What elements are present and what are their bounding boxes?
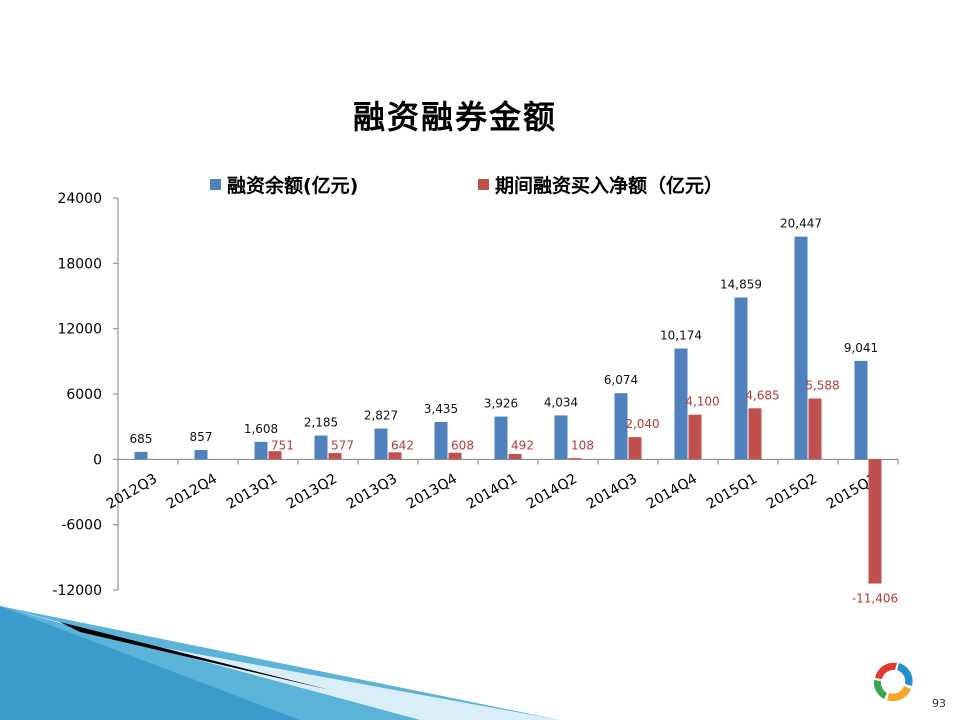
data-label-series2: 642 <box>391 438 414 452</box>
data-label-series2: 577 <box>331 438 354 452</box>
data-label-series1: 10,174 <box>660 329 702 343</box>
bar-series2 <box>268 451 282 460</box>
x-category-label: 2013Q4 <box>404 471 460 513</box>
y-tick-label: 12000 <box>57 322 102 338</box>
bar-series1 <box>734 297 748 460</box>
bar-series2 <box>508 453 522 460</box>
bar-series1 <box>794 236 808 460</box>
legend-label: 融资余额(亿元) <box>227 174 358 197</box>
logo-ring-icon <box>873 662 913 702</box>
chart-data-labels: 685 857 1,608 751 2,185 577 2,827 642 3,435 608 3,… <box>130 217 899 606</box>
chart-title: 融资融券金额 <box>352 98 557 136</box>
data-label-series2: 608 <box>451 438 474 452</box>
data-label-series1: 3,435 <box>424 402 458 416</box>
data-label-series1: 2,185 <box>304 416 338 430</box>
bar-series2 <box>388 452 402 460</box>
x-category-label: 2012Q3 <box>104 471 160 513</box>
data-label-series2: 5,588 <box>805 378 839 392</box>
chart-bars <box>134 236 882 584</box>
bar-series1 <box>194 450 208 460</box>
x-category-label: 2014Q4 <box>644 471 700 513</box>
bar-series1 <box>314 435 328 460</box>
y-tick-label: -12000 <box>52 583 102 599</box>
legend-label: 期间融资买入净额（亿元） <box>495 174 723 197</box>
data-label-series1: 857 <box>190 430 213 444</box>
bar-series2 <box>628 437 642 460</box>
x-category-label: 2014Q2 <box>524 471 580 513</box>
x-category-label: 2015Q1 <box>704 471 760 513</box>
bar-series2 <box>748 408 762 460</box>
y-tick-label: 0 <box>93 452 102 468</box>
data-label-series1: 2,827 <box>364 409 398 423</box>
bar-series2 <box>448 452 462 460</box>
data-label-series1: 20,447 <box>780 217 822 231</box>
x-category-label: 2014Q3 <box>584 471 640 513</box>
bar-series1 <box>854 360 868 460</box>
bar-series1 <box>134 451 148 460</box>
data-label-series2: 751 <box>271 438 294 452</box>
legend-swatch <box>210 179 221 190</box>
x-category-label: 2014Q1 <box>464 471 520 513</box>
bar-series2 <box>808 398 822 460</box>
bar-series1 <box>434 421 448 460</box>
corner-swoosh-decoration <box>0 606 560 720</box>
bar-series1 <box>254 441 268 460</box>
data-label-series2: 492 <box>511 438 534 452</box>
legend-swatch <box>478 179 489 190</box>
bar-series1 <box>674 348 688 460</box>
x-category-label: 2015Q2 <box>764 471 820 513</box>
data-label-series1: 1,608 <box>244 422 278 436</box>
data-label-series2: 108 <box>571 438 594 452</box>
bar-series2 <box>568 458 582 460</box>
bar-series2 <box>328 453 342 460</box>
chart-legend: 融资余额(亿元) 期间融资买入净额（亿元） <box>210 174 723 197</box>
bar-series2 <box>868 459 882 584</box>
data-label-series1: 9,041 <box>844 341 878 355</box>
bar-series2 <box>688 414 702 460</box>
page-number: 93 <box>932 697 946 710</box>
data-label-series2: -11,406 <box>852 592 898 606</box>
bar-series1 <box>554 415 568 460</box>
bar-series1 <box>494 416 508 460</box>
y-tick-label: 18000 <box>57 256 102 272</box>
bar-series1 <box>374 428 388 460</box>
data-label-series1: 685 <box>130 432 153 446</box>
data-label-series2: 4,685 <box>745 388 779 402</box>
x-category-label: 2013Q3 <box>344 471 400 513</box>
y-tick-label: -6000 <box>61 518 102 534</box>
x-category-label: 2012Q4 <box>164 471 220 513</box>
y-tick-label: 24000 <box>57 191 102 207</box>
x-category-label: 2013Q1 <box>224 471 280 513</box>
data-label-series1: 4,034 <box>544 395 578 409</box>
y-tick-label: 6000 <box>66 387 102 403</box>
data-label-series1: 14,859 <box>720 278 762 292</box>
data-label-series1: 6,074 <box>604 373 638 387</box>
x-category-label: 2013Q2 <box>284 471 340 513</box>
bar-series1 <box>614 393 628 460</box>
data-label-series2: 4,100 <box>685 395 719 409</box>
data-label-series1: 3,926 <box>484 397 518 411</box>
data-label-series2: 2,040 <box>625 417 659 431</box>
